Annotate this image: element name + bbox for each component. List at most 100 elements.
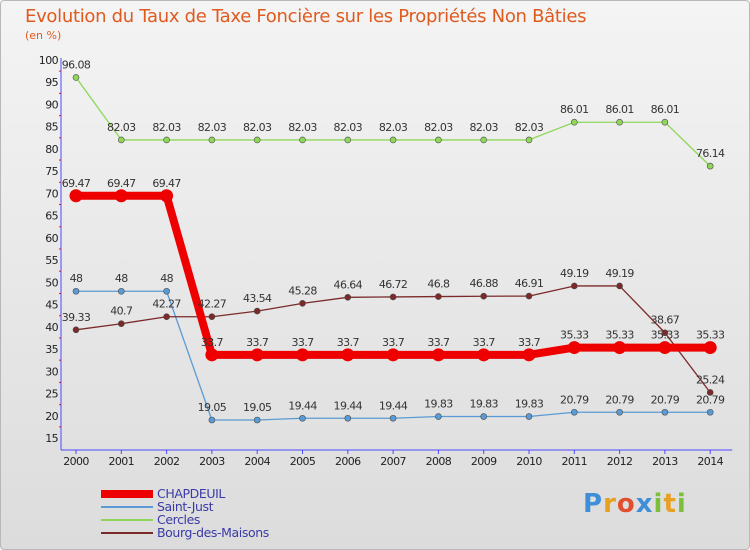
data-label-saint-just: 48 (160, 272, 173, 285)
data-point-saint-just (389, 414, 397, 422)
data-point-saint-just (253, 416, 261, 424)
data-label-saint-just: 20.79 (560, 393, 589, 406)
y-tick-label: 25 (45, 388, 58, 401)
logo-letter: t (663, 489, 677, 519)
data-label-chapdeuil: 33.7 (382, 336, 405, 349)
data-point-cercles (163, 136, 170, 144)
data-point-bourg-des-maisons (389, 293, 397, 301)
logo-letter: P (583, 489, 604, 519)
data-label-bourg-des-maisons: 39.33 (62, 311, 91, 324)
data-point-cercles (661, 118, 669, 126)
data-point-chapdeuil (69, 189, 83, 203)
x-tick-label: 2013 (652, 455, 678, 468)
data-label-chapdeuil: 69.47 (62, 177, 91, 190)
data-point-bourg-des-maisons (480, 292, 488, 300)
x-tick-label: 2003 (199, 455, 225, 468)
data-point-chapdeuil (160, 189, 174, 203)
legend-swatch (101, 506, 153, 508)
data-point-saint-just (163, 287, 170, 295)
x-tick-label: 2002 (154, 455, 180, 468)
data-point-cercles (480, 136, 488, 144)
y-tick-label: 55 (45, 254, 58, 267)
y-tick-label: 75 (45, 165, 58, 178)
data-point-cercles (616, 118, 623, 126)
data-point-bourg-des-maisons (253, 307, 261, 315)
legend-label: Bourg-des-Maisons (157, 525, 269, 540)
data-point-saint-just (118, 287, 125, 295)
x-tick-label: 2012 (607, 455, 633, 468)
data-label-bourg-des-maisons: 49.19 (605, 267, 634, 280)
data-point-bourg-des-maisons (706, 389, 714, 396)
data-point-saint-just (661, 408, 669, 416)
data-label-saint-just: 19.83 (469, 398, 498, 411)
x-tick-label: 2014 (697, 455, 723, 468)
data-label-chapdeuil: 33.7 (246, 336, 269, 349)
data-label-cercles: 82.03 (379, 121, 408, 134)
y-tick-label: 50 (45, 276, 58, 289)
data-label-chapdeuil: 33.7 (291, 336, 314, 349)
data-point-chapdeuil (522, 348, 536, 362)
data-point-cercles (570, 118, 578, 126)
data-point-chapdeuil (341, 348, 355, 362)
data-label-cercles: 86.01 (651, 103, 680, 116)
data-point-cercles (435, 136, 442, 144)
data-point-chapdeuil (431, 348, 445, 362)
legend-label: Cercles (157, 512, 201, 527)
data-label-chapdeuil: 35.33 (560, 329, 589, 342)
data-point-saint-just (570, 408, 578, 416)
logo-letter: i (676, 489, 687, 519)
data-label-saint-just: 20.79 (605, 393, 634, 406)
data-point-bourg-des-maisons (344, 293, 352, 301)
data-label-bourg-des-maisons: 38.67 (651, 314, 680, 327)
data-point-saint-just (299, 414, 306, 422)
data-point-saint-just (72, 287, 80, 295)
data-point-chapdeuil (477, 348, 491, 362)
data-label-chapdeuil: 33.7 (518, 336, 541, 349)
logo-letter: x (635, 489, 654, 519)
x-tick-label: 2005 (290, 455, 316, 468)
data-label-bourg-des-maisons: 46.91 (515, 277, 544, 290)
y-tick-label: 15 (45, 432, 58, 445)
data-point-chapdeuil (703, 341, 717, 355)
data-point-chapdeuil (658, 341, 672, 355)
y-tick-label: 45 (45, 299, 58, 312)
data-point-saint-just (706, 408, 714, 416)
data-point-cercles (706, 162, 714, 170)
data-point-chapdeuil (205, 348, 219, 362)
data-label-chapdeuil: 33.7 (337, 336, 360, 349)
y-tick-label: 35 (45, 343, 58, 356)
legend-swatch (101, 532, 153, 534)
data-point-bourg-des-maisons (163, 313, 170, 321)
data-point-chapdeuil (567, 341, 581, 355)
data-label-chapdeuil: 33.7 (201, 336, 224, 349)
data-label-saint-just: 19.83 (424, 398, 453, 411)
data-point-cercles (525, 136, 533, 144)
data-label-cercles: 96.08 (62, 58, 91, 71)
data-label-saint-just: 48 (115, 272, 128, 285)
y-tick-label: 85 (45, 121, 58, 134)
data-label-saint-just: 19.05 (243, 401, 272, 414)
y-tick-label: 30 (45, 365, 58, 378)
data-point-cercles (344, 136, 352, 144)
data-point-chapdeuil (250, 348, 264, 362)
data-point-cercles (72, 74, 80, 81)
data-point-chapdeuil (296, 348, 309, 362)
logo-letter: o (616, 489, 636, 519)
data-label-chapdeuil: 35.33 (651, 329, 680, 342)
y-tick-label: 40 (45, 321, 58, 334)
data-label-saint-just: 19.83 (515, 398, 544, 411)
data-point-bourg-des-maisons (208, 313, 216, 321)
data-point-saint-just (480, 413, 488, 420)
data-point-saint-just (525, 413, 533, 420)
data-label-bourg-des-maisons: 42.27 (198, 298, 227, 311)
chart-unit-label: (en %) (25, 29, 62, 42)
data-point-bourg-des-maisons (570, 282, 578, 290)
data-point-chapdeuil (114, 189, 128, 203)
data-label-cercles: 82.03 (107, 121, 136, 134)
data-label-cercles: 82.03 (424, 121, 453, 134)
data-point-saint-just (208, 416, 216, 424)
data-label-saint-just: 20.79 (651, 393, 680, 406)
x-tick-label: 2010 (516, 455, 542, 468)
y-tick-label: 100 (39, 54, 59, 67)
data-label-bourg-des-maisons: 46.72 (379, 278, 408, 291)
